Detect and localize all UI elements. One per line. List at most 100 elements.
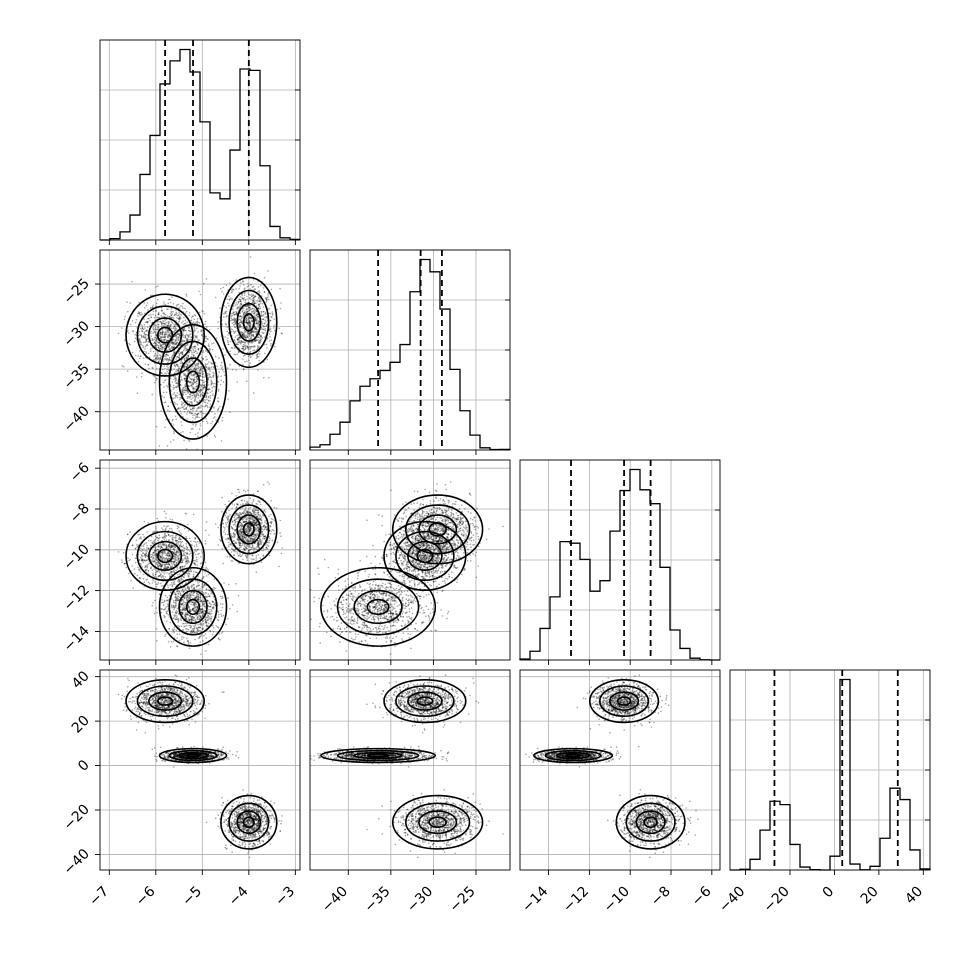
sample-point <box>244 360 246 363</box>
sample-point <box>156 298 159 301</box>
sample-point <box>217 375 220 378</box>
sample-point <box>227 617 229 620</box>
sample-point <box>163 539 165 541</box>
sample-point <box>258 341 260 343</box>
sample-point <box>168 557 170 560</box>
sample-point <box>166 365 168 368</box>
sample-point <box>269 537 271 540</box>
sample-point <box>235 288 237 290</box>
sample-point <box>190 350 193 352</box>
sample-point <box>268 376 270 379</box>
sample-point <box>247 346 249 349</box>
sample-point <box>152 579 154 582</box>
sample-point <box>191 360 194 363</box>
sample-point <box>202 310 204 313</box>
sample-point <box>222 381 225 383</box>
sample-point <box>222 614 225 617</box>
sample-point <box>242 341 245 343</box>
sample-point <box>171 397 174 399</box>
sample-point <box>179 317 182 320</box>
sample-point <box>155 576 157 578</box>
sample-point <box>141 336 143 339</box>
sample-point <box>184 377 186 380</box>
sample-point <box>228 390 230 392</box>
sample-point <box>177 370 179 372</box>
sample-point <box>175 629 178 632</box>
sample-point <box>204 337 207 339</box>
sample-point <box>142 346 145 349</box>
sample-point <box>165 391 168 394</box>
sample-point <box>237 301 240 303</box>
sample-point <box>127 557 129 559</box>
sample-point <box>150 314 152 316</box>
sample-point <box>250 341 252 344</box>
sample-point <box>162 325 164 327</box>
sample-point <box>192 315 194 318</box>
sample-point <box>196 382 198 385</box>
sample-point <box>258 340 261 342</box>
sample-point <box>214 413 216 415</box>
sample-point <box>171 342 173 344</box>
sample-point <box>205 521 208 523</box>
sample-point <box>161 552 164 554</box>
sample-point <box>165 373 168 375</box>
sample-point <box>198 416 200 419</box>
sample-point <box>181 351 183 353</box>
sample-point <box>167 586 169 589</box>
sample-point <box>253 272 256 275</box>
sample-point <box>195 388 197 390</box>
sample-point <box>243 288 245 291</box>
sample-point <box>237 302 240 304</box>
sample-point <box>203 370 205 373</box>
sample-point <box>156 358 159 361</box>
sample-point <box>204 401 207 404</box>
sample-point <box>260 561 263 563</box>
sample-point <box>153 316 156 319</box>
sample-point <box>220 615 223 617</box>
sample-point <box>170 591 172 593</box>
sample-point <box>256 353 259 356</box>
sample-point <box>189 369 191 371</box>
sample-point <box>197 582 199 584</box>
sample-point <box>165 512 167 515</box>
sample-point <box>194 334 196 337</box>
sample-point <box>180 378 183 381</box>
sample-point <box>187 529 190 532</box>
sample-point <box>131 351 134 354</box>
sample-point <box>252 301 254 303</box>
sample-point <box>223 371 225 373</box>
sample-point <box>140 334 143 337</box>
sample-point <box>117 332 120 335</box>
sample-point <box>255 339 257 342</box>
sample-point <box>156 328 159 331</box>
sample-point <box>186 637 188 640</box>
sample-point <box>177 526 180 528</box>
sample-point <box>280 302 282 304</box>
sample-point <box>217 321 219 323</box>
sample-point <box>239 321 241 324</box>
sample-point <box>270 343 272 345</box>
sample-point <box>219 595 222 598</box>
sample-point <box>186 546 188 549</box>
sample-point <box>161 310 163 312</box>
sample-point <box>217 408 220 411</box>
sample-point <box>176 396 179 399</box>
sample-point <box>184 556 187 559</box>
sample-point <box>163 336 165 339</box>
sample-point <box>211 390 213 392</box>
sample-point <box>156 321 159 323</box>
sample-point <box>266 544 269 546</box>
sample-point <box>241 499 243 502</box>
sample-point <box>193 570 195 573</box>
sample-point <box>220 361 223 364</box>
sample-point <box>175 385 177 388</box>
sample-point <box>185 406 188 409</box>
sample-point <box>265 317 268 319</box>
sample-point <box>204 633 207 635</box>
sample-point <box>174 343 177 346</box>
sample-point <box>255 327 257 330</box>
sample-point <box>170 534 173 537</box>
sample-point <box>263 276 266 279</box>
sample-point <box>191 594 194 596</box>
sample-point <box>167 360 170 362</box>
